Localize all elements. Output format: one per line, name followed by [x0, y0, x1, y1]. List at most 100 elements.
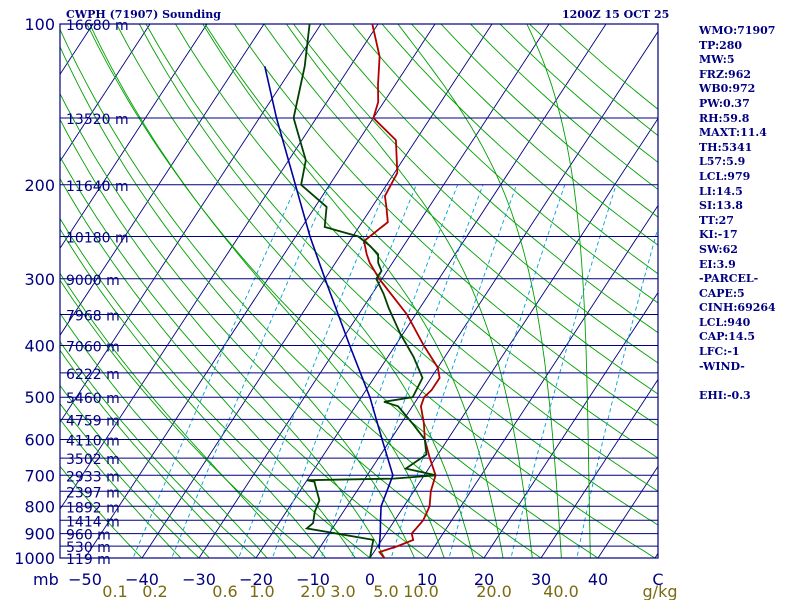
- dry-adiabat-line: [86, 24, 599, 558]
- index-item: LCL:979: [699, 169, 751, 183]
- mixing-ratio-line: [576, 226, 658, 558]
- height-label: 6222 m: [66, 367, 120, 383]
- mixing-ratio-label: 3.0: [330, 582, 355, 600]
- moist-adiabat-line: [60, 418, 182, 558]
- moist-adiabat-line: [60, 272, 297, 558]
- index-item: MW:5: [699, 53, 735, 67]
- isotherm-line: [84, 24, 436, 558]
- index-item: SW:62: [699, 242, 738, 256]
- height-label: 7968 m: [66, 309, 120, 325]
- moist-adiabat-line: [202, 24, 504, 558]
- index-item: CAP:14.5: [699, 330, 756, 344]
- height-label: 119 m: [66, 552, 111, 568]
- stability-indices-panel: WMO:71907 TP:280 MW:5 FRZ:962 WB0:972 PW:0.37…: [699, 24, 776, 403]
- temperature-tick-label: 10: [417, 570, 437, 589]
- height-label: 16680 m: [66, 18, 129, 34]
- dry-adiabat-line: [352, 24, 658, 304]
- index-item: TP:280: [699, 38, 743, 52]
- dry-adiabat-line: [60, 465, 143, 558]
- height-label: 4110 m: [66, 434, 120, 450]
- moist-adiabat-line: [89, 24, 445, 558]
- plot-frame: [59, 23, 659, 559]
- dry-adiabat-line: [263, 24, 658, 395]
- moist-adiabat-line: [60, 349, 239, 558]
- moist-adiabat-line: [397, 24, 562, 558]
- mixing-ratio-label: 10.0: [403, 582, 439, 600]
- mixing-ratio-line: [171, 184, 331, 558]
- temperature-tick-label: 0: [365, 570, 375, 589]
- mixing-ratio-label: 2.0: [300, 582, 325, 600]
- height-label: 9000 m: [66, 273, 120, 289]
- index-item: EI:3.9: [699, 257, 736, 271]
- height-label: 10180 m: [66, 230, 129, 246]
- index-item: TT:27: [699, 213, 734, 227]
- dry-adiabat-line: [381, 24, 658, 275]
- parcel-line: [264, 66, 394, 549]
- dry-adiabat-line: [145, 24, 658, 526]
- isotherm-line: [141, 24, 493, 558]
- index-item: CAPE:5: [699, 286, 745, 300]
- pressure-tick-label: 200: [24, 176, 55, 195]
- pressure-unit-label: mb: [33, 570, 59, 589]
- pressure-tick-label: 600: [24, 431, 55, 450]
- index-item: RH:59.8: [699, 111, 750, 125]
- height-label: 4759 m: [66, 413, 120, 429]
- index-item: -WIND-: [699, 359, 745, 373]
- index-item: LFC:-1: [699, 345, 740, 359]
- index-item: KI:-17: [699, 228, 738, 242]
- moist-adiabat-line: [138, 24, 475, 558]
- height-label: 1414 m: [66, 514, 120, 530]
- pressure-tick-label: 700: [24, 466, 55, 485]
- mixing-ratio-label: 0.2: [142, 582, 167, 600]
- mixing-ratio-line: [238, 184, 388, 558]
- dry-adiabat-line: [60, 402, 200, 558]
- index-item: FRZ:962: [699, 67, 752, 81]
- pressure-tick-label: 300: [24, 270, 55, 289]
- pressure-tick-label: 900: [24, 525, 55, 544]
- isotherm-line: [426, 204, 658, 558]
- temperature-tick-label: 40: [588, 570, 608, 589]
- pressure-tick-label: 500: [24, 388, 55, 407]
- mixing-ratio-line: [510, 184, 617, 558]
- isotherm-line: [483, 291, 658, 558]
- index-item: -PARCEL-: [699, 272, 759, 286]
- dry-adiabat-lines: [60, 24, 658, 558]
- index-item: LCL:940: [699, 315, 751, 329]
- dry-adiabat-line: [60, 92, 485, 558]
- pressure-tick-label: 400: [24, 337, 55, 356]
- index-item: SI:13.8: [699, 199, 743, 213]
- dry-adiabat-line: [175, 24, 658, 492]
- isotherm-line: [60, 24, 379, 510]
- index-item: WMO:71907: [699, 24, 776, 37]
- mixing-ratio-label: 20.0: [476, 582, 512, 600]
- profile-series: [264, 24, 441, 558]
- index-item: TH:5341: [699, 140, 753, 154]
- dry-adiabat-line: [60, 340, 257, 558]
- height-label: 7060 m: [66, 340, 120, 356]
- pressure-tick-label: 800: [24, 497, 55, 516]
- mixing-ratio-label: 1.0: [249, 582, 274, 600]
- mixing-ratio-lines: [132, 184, 658, 558]
- dry-adiabat-line: [234, 24, 658, 427]
- temperature-tick-label: 30: [531, 570, 551, 589]
- temperature-tick-label: −20: [239, 570, 273, 589]
- station-title: CWPH (71907) Sounding: [66, 8, 221, 21]
- temperature-tick-label: −40: [125, 570, 159, 589]
- dry-adiabat-line: [204, 24, 658, 459]
- moist-adiabat-line: [60, 384, 211, 558]
- height-label: 2933 m: [66, 469, 120, 485]
- moist-adiabat-line: [60, 118, 386, 558]
- isotherm-line: [369, 117, 658, 558]
- mixing-ratio-label: 0.6: [212, 582, 237, 600]
- height-label: 5460 m: [66, 391, 120, 407]
- mixing-ratio-line: [320, 184, 459, 558]
- mixing-ratio-line: [271, 184, 417, 558]
- temperature-tick-label: −10: [296, 570, 330, 589]
- temperature-tick-label: 20: [474, 570, 494, 589]
- temperature-tick-label: −50: [68, 570, 102, 589]
- index-item: LI:14.5: [699, 184, 743, 198]
- moist-adiabat-line: [60, 228, 327, 558]
- index-item: CINH:69264: [699, 301, 776, 315]
